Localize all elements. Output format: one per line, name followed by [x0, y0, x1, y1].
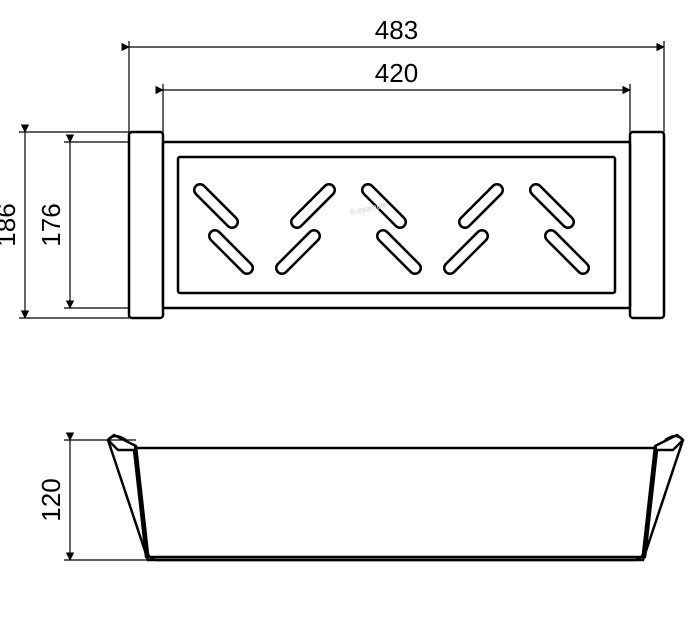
top-view: © example — [129, 132, 664, 318]
dim-186: 186 — [0, 203, 21, 246]
dim-120: 120 — [36, 478, 66, 521]
technical-drawing: © example 483 420 186 176 120 — [0, 0, 697, 622]
dim-420: 420 — [375, 58, 418, 88]
dim-483: 483 — [375, 15, 418, 45]
drawing-canvas: © example 483 420 186 176 120 — [0, 0, 697, 622]
dim-176: 176 — [36, 203, 66, 246]
side-view — [108, 435, 683, 560]
